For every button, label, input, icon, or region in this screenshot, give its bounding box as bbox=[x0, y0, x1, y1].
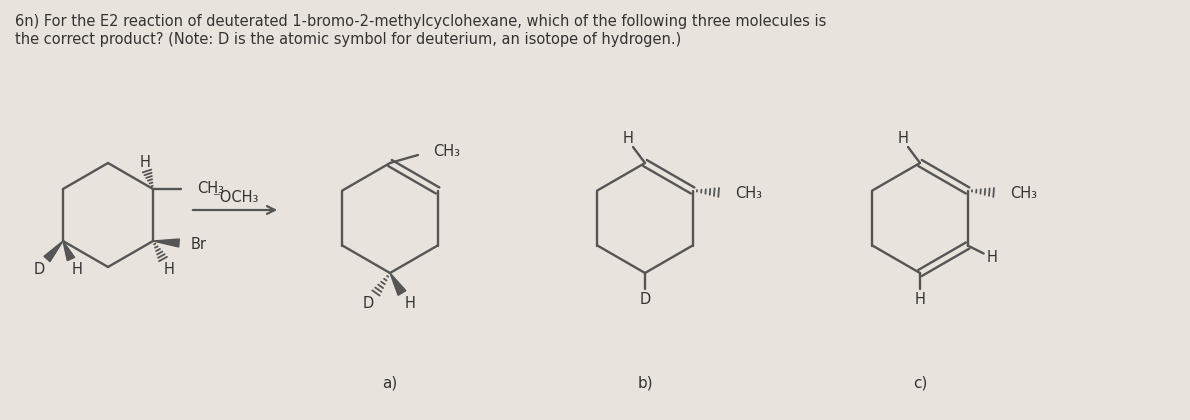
Text: D: D bbox=[639, 291, 651, 307]
Text: 6n) For the E2 reaction of deuterated 1-bromo-2-methylcyclohexane, which of the : 6n) For the E2 reaction of deuterated 1-… bbox=[15, 14, 826, 29]
Text: H: H bbox=[622, 131, 633, 145]
Text: c): c) bbox=[913, 375, 927, 391]
Text: H: H bbox=[897, 131, 908, 145]
Text: H: H bbox=[987, 250, 997, 265]
Text: CH₃: CH₃ bbox=[734, 186, 762, 201]
Text: H: H bbox=[405, 296, 415, 310]
Text: ⁻OCH₃: ⁻OCH₃ bbox=[212, 189, 258, 205]
Text: D: D bbox=[363, 296, 374, 310]
Polygon shape bbox=[390, 273, 406, 295]
Text: D: D bbox=[33, 262, 44, 276]
Text: H: H bbox=[915, 291, 926, 307]
Text: CH₃: CH₃ bbox=[1009, 186, 1036, 201]
Text: the correct product? (Note: D is the atomic symbol for deuterium, an isotope of : the correct product? (Note: D is the ato… bbox=[15, 32, 681, 47]
Polygon shape bbox=[154, 239, 180, 247]
Text: CH₃: CH₃ bbox=[198, 181, 224, 195]
Polygon shape bbox=[63, 241, 75, 261]
Text: H: H bbox=[139, 155, 150, 170]
Text: Br: Br bbox=[192, 236, 207, 252]
Text: CH₃: CH₃ bbox=[433, 144, 461, 158]
Text: b): b) bbox=[637, 375, 653, 391]
Text: H: H bbox=[163, 262, 175, 276]
Polygon shape bbox=[44, 241, 63, 262]
Text: a): a) bbox=[382, 375, 397, 391]
Text: H: H bbox=[71, 262, 82, 276]
